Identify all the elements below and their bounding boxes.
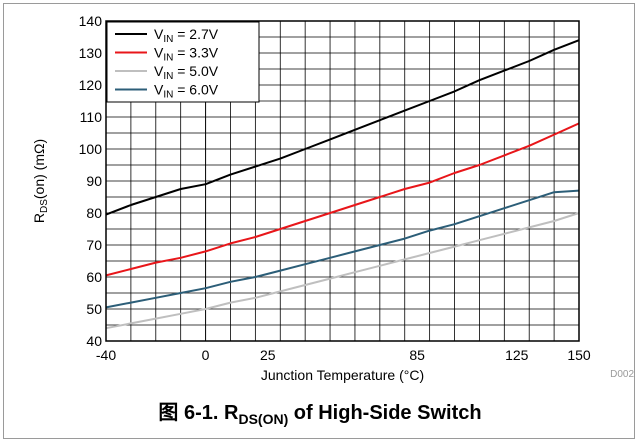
plot-border bbox=[105, 20, 580, 342]
y-tick-label: 110 bbox=[80, 109, 103, 125]
x-tick-label: 25 bbox=[260, 347, 276, 363]
y-tick-label: 90 bbox=[86, 173, 102, 189]
figure-caption: 图 6-1. RDS(ON) of High-Side Switch bbox=[4, 396, 636, 427]
y-axis-label: RDS(on) (mΩ) bbox=[31, 139, 50, 223]
y-tick-label: 80 bbox=[86, 205, 102, 221]
x-axis-label: Junction Temperature (°C) bbox=[261, 367, 424, 383]
x-tick-label: 125 bbox=[505, 347, 529, 363]
y-tick-label: 140 bbox=[79, 13, 103, 29]
y-tick-label: 120 bbox=[79, 77, 103, 93]
x-tick-label: 150 bbox=[567, 347, 591, 363]
figure-frame: VIN = 2.7V VIN = 3.3V VIN = 5.0V VIN = 6.0V… bbox=[3, 3, 635, 439]
legend-label-3: VIN = 5.0V bbox=[154, 63, 219, 82]
y-tick-label: 70 bbox=[86, 237, 102, 253]
y-axis-label-rest: (on) (mΩ) bbox=[31, 139, 47, 199]
series-lines bbox=[105, 39, 580, 330]
series-line-2 bbox=[105, 122, 580, 277]
caption-prefix: 图 6-1. R bbox=[158, 402, 239, 424]
legend-label-4: VIN = 6.0V bbox=[154, 82, 219, 101]
caption-sub: DS(ON) bbox=[238, 411, 289, 427]
x-tick-labels: -40 0 25 85 125 150 bbox=[96, 347, 591, 363]
legend-label-2: VIN = 3.3V bbox=[154, 45, 219, 64]
grid-minor bbox=[106, 21, 579, 341]
series-line-3 bbox=[105, 212, 580, 330]
y-tick-label: 130 bbox=[79, 45, 103, 61]
legend-label-1: VIN = 2.7V bbox=[154, 26, 219, 45]
x-tick-label: 0 bbox=[202, 347, 210, 363]
y-tick-labels: 40 50 60 70 80 90 100 110 120 130 140 bbox=[79, 13, 103, 349]
caption-suffix: of High-Side Switch bbox=[288, 402, 482, 424]
x-tick-label: 85 bbox=[409, 347, 425, 363]
y-tick-label: 40 bbox=[86, 333, 102, 349]
y-tick-label: 100 bbox=[79, 141, 103, 157]
series-line-1 bbox=[105, 39, 580, 216]
series-line-4 bbox=[105, 189, 580, 309]
x-tick-label: -40 bbox=[96, 347, 116, 363]
y-tick-label: 50 bbox=[86, 301, 102, 317]
y-tick-label: 60 bbox=[86, 269, 102, 285]
y-axis-label-sub: DS bbox=[39, 199, 50, 213]
y-axis-label-main: R bbox=[31, 213, 47, 223]
figure-code: D002 bbox=[610, 369, 634, 380]
